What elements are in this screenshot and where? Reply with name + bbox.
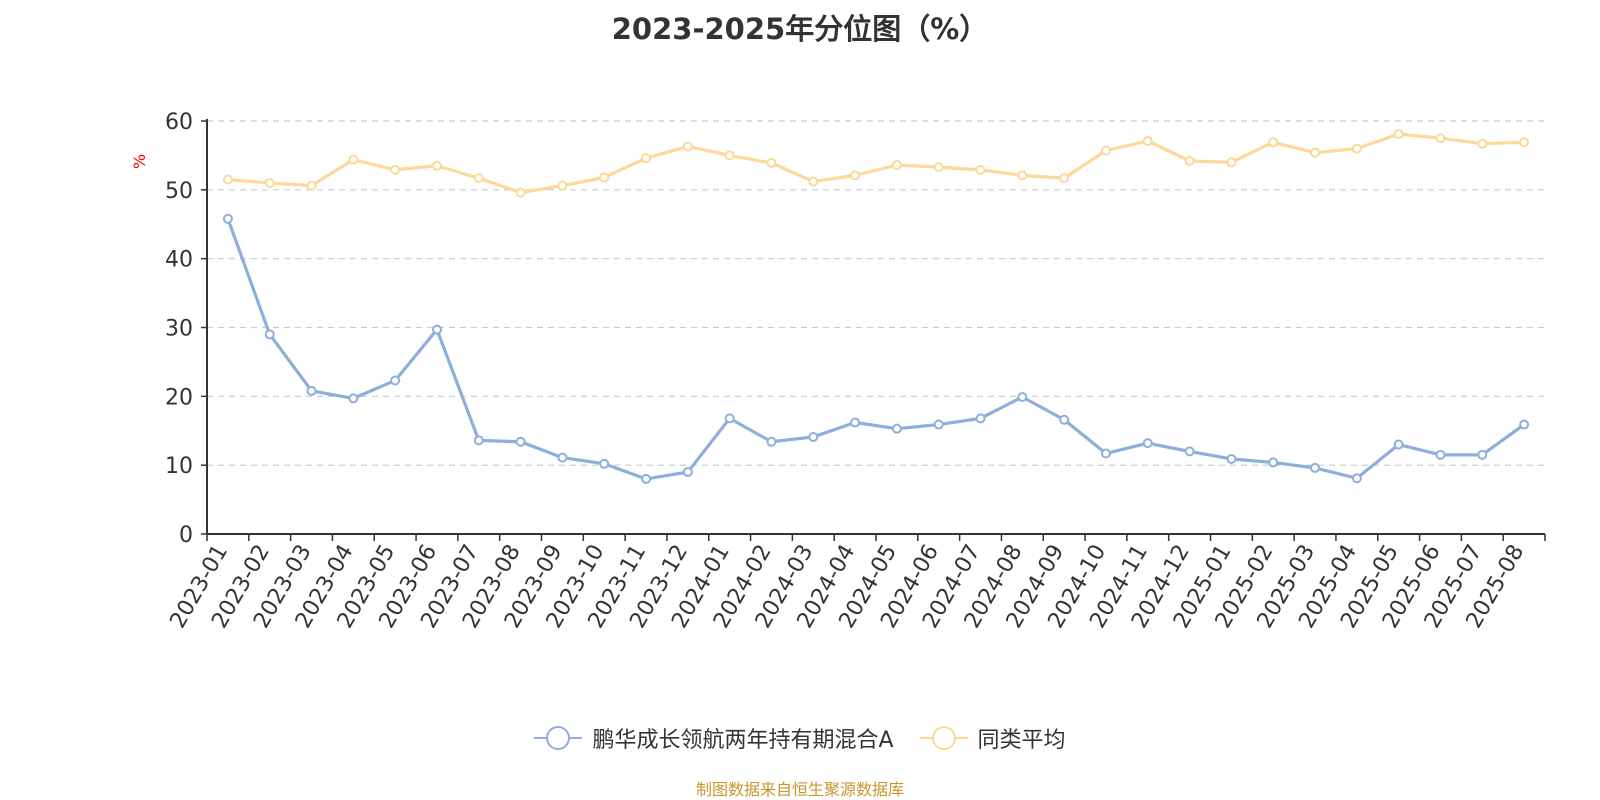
data-point-s1-2024-10[interactable] xyxy=(1100,448,1111,459)
data-point-s2-2024-09[interactable] xyxy=(1059,173,1070,184)
data-point-s2-2025-01[interactable] xyxy=(1226,157,1237,168)
data-point-s2-2024-08[interactable] xyxy=(1017,170,1028,181)
axes xyxy=(201,119,1546,541)
data-point-s1-2023-05[interactable] xyxy=(390,375,401,386)
data-point-s1-2024-02[interactable] xyxy=(766,436,777,447)
y-tick-label-10: 10 xyxy=(165,454,193,479)
data-point-s1-2023-12[interactable] xyxy=(682,467,693,478)
data-point-s2-2023-01[interactable] xyxy=(222,174,233,185)
grid-lines xyxy=(207,120,1545,466)
data-point-s1-2023-02[interactable] xyxy=(264,329,275,340)
legend-line-circle-icon-2 xyxy=(919,726,968,750)
data-point-s1-2024-08[interactable] xyxy=(1017,392,1028,403)
y-tick-label-50: 50 xyxy=(165,179,193,204)
data-point-s1-2024-12[interactable] xyxy=(1184,446,1195,457)
data-point-s2-2025-02[interactable] xyxy=(1268,137,1279,148)
data-point-s2-2023-08[interactable] xyxy=(515,187,526,198)
data-point-s2-2023-02[interactable] xyxy=(264,177,275,188)
data-point-s2-2024-06[interactable] xyxy=(933,162,944,173)
data-point-s1-2023-01[interactable] xyxy=(222,213,233,224)
data-point-s2-2023-11[interactable] xyxy=(641,153,652,164)
data-point-s1-2025-06[interactable] xyxy=(1435,449,1446,460)
legend-item-series-2[interactable]: 同类平均 xyxy=(919,722,1066,754)
data-point-s2-2024-07[interactable] xyxy=(975,164,986,175)
series-group xyxy=(222,129,1530,484)
y-tick-label-40: 40 xyxy=(165,248,193,273)
data-point-s1-2023-09[interactable] xyxy=(557,452,568,463)
data-point-s2-2024-04[interactable] xyxy=(850,170,861,181)
data-point-s2-2023-09[interactable] xyxy=(557,180,568,191)
data-point-s1-2025-03[interactable] xyxy=(1310,462,1321,473)
data-point-s2-2024-01[interactable] xyxy=(724,150,735,161)
legend-label-series-2: 同类平均 xyxy=(977,728,1066,753)
data-point-s2-2023-12[interactable] xyxy=(682,141,693,152)
legend: 鹏华成长领航两年持有期混合A 同类平均 xyxy=(0,722,1600,754)
data-point-s2-2023-05[interactable] xyxy=(390,164,401,175)
data-point-s2-2025-04[interactable] xyxy=(1351,143,1362,154)
data-point-s1-2025-01[interactable] xyxy=(1226,453,1237,464)
y-tick-label-0: 0 xyxy=(179,523,193,548)
data-point-s1-2024-09[interactable] xyxy=(1059,414,1070,425)
y-tick-labels: 0 10 20 30 40 50 60 xyxy=(165,110,193,548)
data-point-s2-2023-03[interactable] xyxy=(306,180,317,191)
series-line-2 xyxy=(227,132,1525,195)
data-point-s1-2024-07[interactable] xyxy=(975,413,986,424)
data-point-s2-2024-05[interactable] xyxy=(891,160,902,171)
data-point-s1-2024-01[interactable] xyxy=(724,413,735,424)
data-point-s1-2023-11[interactable] xyxy=(641,473,652,484)
data-source-note: 制图数据来自恒生聚源数据库 xyxy=(695,780,904,799)
y-tick-label-30: 30 xyxy=(165,317,193,342)
x-tick-labels: 2023-012023-022023-032023-042023-052023-… xyxy=(165,541,1529,633)
data-point-s1-2025-05[interactable] xyxy=(1393,439,1404,450)
data-point-s1-2023-07[interactable] xyxy=(473,435,484,446)
data-point-s1-2025-07[interactable] xyxy=(1477,449,1488,460)
series-line-1 xyxy=(226,218,1526,481)
line-chart: 0 10 20 30 40 50 60 2023-012023-022023-032023-… xyxy=(165,110,1546,633)
legend-item-series-1[interactable]: 鹏华成长领航两年持有期混合A xyxy=(534,722,894,754)
data-point-s2-2024-12[interactable] xyxy=(1184,155,1195,166)
data-point-s1-2024-05[interactable] xyxy=(891,423,902,434)
data-point-s2-2023-06[interactable] xyxy=(431,160,442,171)
data-point-s1-2024-06[interactable] xyxy=(933,419,944,430)
data-point-s1-2023-10[interactable] xyxy=(599,458,610,469)
data-point-s1-2025-08[interactable] xyxy=(1519,419,1530,430)
y-tick-label-20: 20 xyxy=(165,385,193,410)
data-point-s1-2024-04[interactable] xyxy=(850,417,861,428)
data-point-s2-2025-06[interactable] xyxy=(1435,133,1446,144)
data-point-s2-2025-05[interactable] xyxy=(1393,129,1404,140)
data-point-s2-2024-11[interactable] xyxy=(1142,135,1153,146)
data-point-s2-2025-08[interactable] xyxy=(1519,137,1530,148)
data-point-s2-2023-10[interactable] xyxy=(599,172,610,183)
data-point-s2-2024-02[interactable] xyxy=(766,157,777,168)
chart-title: 2023-2025年分位图（%） xyxy=(611,12,989,46)
data-point-s1-2023-03[interactable] xyxy=(306,385,317,396)
data-point-s2-2025-03[interactable] xyxy=(1310,147,1321,158)
legend-label-series-1: 鹏华成长领航两年持有期混合A xyxy=(592,728,894,753)
data-point-s1-2024-11[interactable] xyxy=(1142,438,1153,449)
y-tick-label-60: 60 xyxy=(165,110,193,135)
data-point-s2-2024-03[interactable] xyxy=(808,176,819,187)
data-point-s2-2025-07[interactable] xyxy=(1477,138,1488,149)
legend-line-circle-icon-1 xyxy=(534,726,583,750)
data-point-s1-2025-04[interactable] xyxy=(1351,473,1362,484)
data-point-s2-2023-07[interactable] xyxy=(473,173,484,184)
data-point-s2-2023-04[interactable] xyxy=(348,154,359,165)
data-point-s1-2024-03[interactable] xyxy=(808,431,819,442)
data-point-s1-2023-08[interactable] xyxy=(515,436,526,447)
data-point-s2-2024-10[interactable] xyxy=(1100,145,1111,156)
data-point-s1-2025-02[interactable] xyxy=(1268,457,1279,468)
data-point-s1-2023-04[interactable] xyxy=(348,393,359,404)
data-point-s1-2023-06[interactable] xyxy=(431,324,442,335)
